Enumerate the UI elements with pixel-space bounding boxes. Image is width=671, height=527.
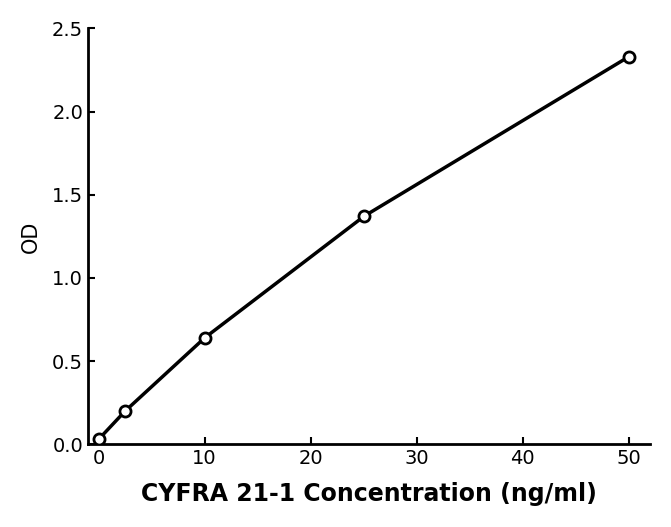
X-axis label: CYFRA 21-1 Concentration (ng/ml): CYFRA 21-1 Concentration (ng/ml) <box>141 482 597 506</box>
Y-axis label: OD: OD <box>21 220 41 252</box>
